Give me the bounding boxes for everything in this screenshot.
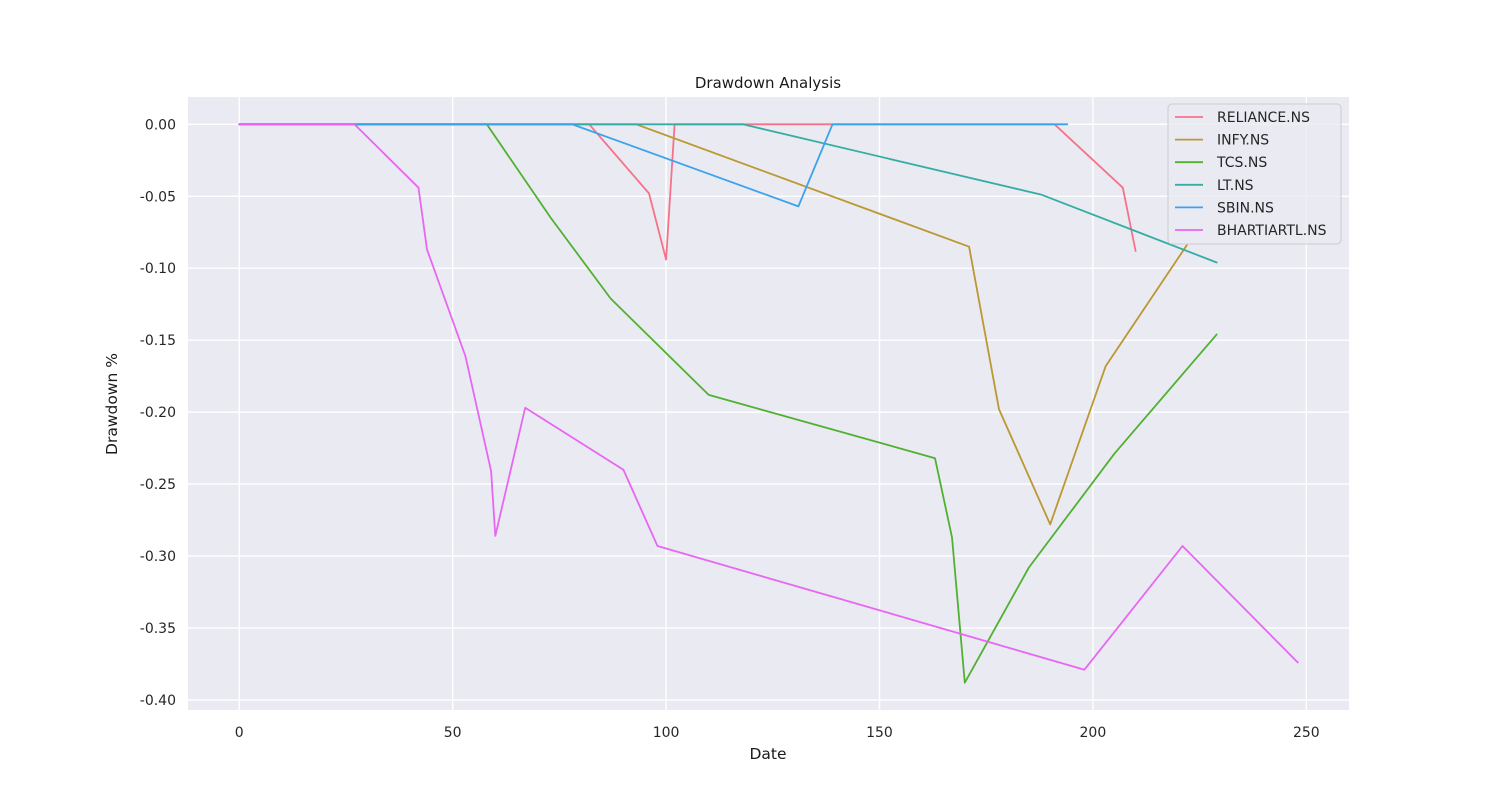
y-tick-label: -0.10 [140,261,176,277]
y-tick-label: -0.35 [140,621,176,637]
legend-entry: LT.NS [1217,178,1254,194]
x-tick-label: 50 [444,725,462,741]
x-tick-labels: 0 50 100 150 200 250 [235,725,1320,741]
legend: RELIANCE.NS INFY.NS TCS.NS LT.NS SBIN.NS BHAR… [1167,103,1342,245]
y-tick-label: -0.15 [140,333,176,349]
plot-area [188,97,1349,710]
x-tick-label: 200 [1080,725,1107,741]
series-line-tcs-ns [238,123,1218,684]
series-line-sbin-ns [238,123,1069,208]
y-tick-label: -0.20 [140,405,176,421]
x-gridlines [238,97,1308,710]
x-axis-label: Date [749,745,786,763]
y-tick-label: -0.05 [140,189,176,205]
y-tick-label: -0.25 [140,477,176,493]
x-tick-label: 0 [235,725,244,741]
legend-entry: RELIANCE.NS [1217,110,1310,126]
y-tick-label: 0.00 [145,117,176,133]
chart-title: Drawdown Analysis [695,74,841,92]
series-line-bhartiartl-ns [238,123,1299,671]
x-tick-label: 150 [866,725,893,741]
legend-entry: SBIN.NS [1217,200,1274,216]
y-tick-label: -0.40 [140,693,176,709]
legend-box [1167,103,1342,245]
x-tick-label: 100 [653,725,680,741]
y-tick-label: -0.30 [140,549,176,565]
y-axis-label: Drawdown % [103,353,121,455]
y-tick-labels: 0.00 -0.05 -0.10 -0.15 -0.20 -0.25 -0.30 -0.35 -… [140,117,176,709]
legend-entry: BHARTIARTL.NS [1217,223,1327,239]
legend-entry: TCS.NS [1216,155,1267,171]
series-lines [238,123,1299,684]
legend-entry: INFY.NS [1217,133,1269,149]
x-tick-label: 250 [1293,725,1320,741]
